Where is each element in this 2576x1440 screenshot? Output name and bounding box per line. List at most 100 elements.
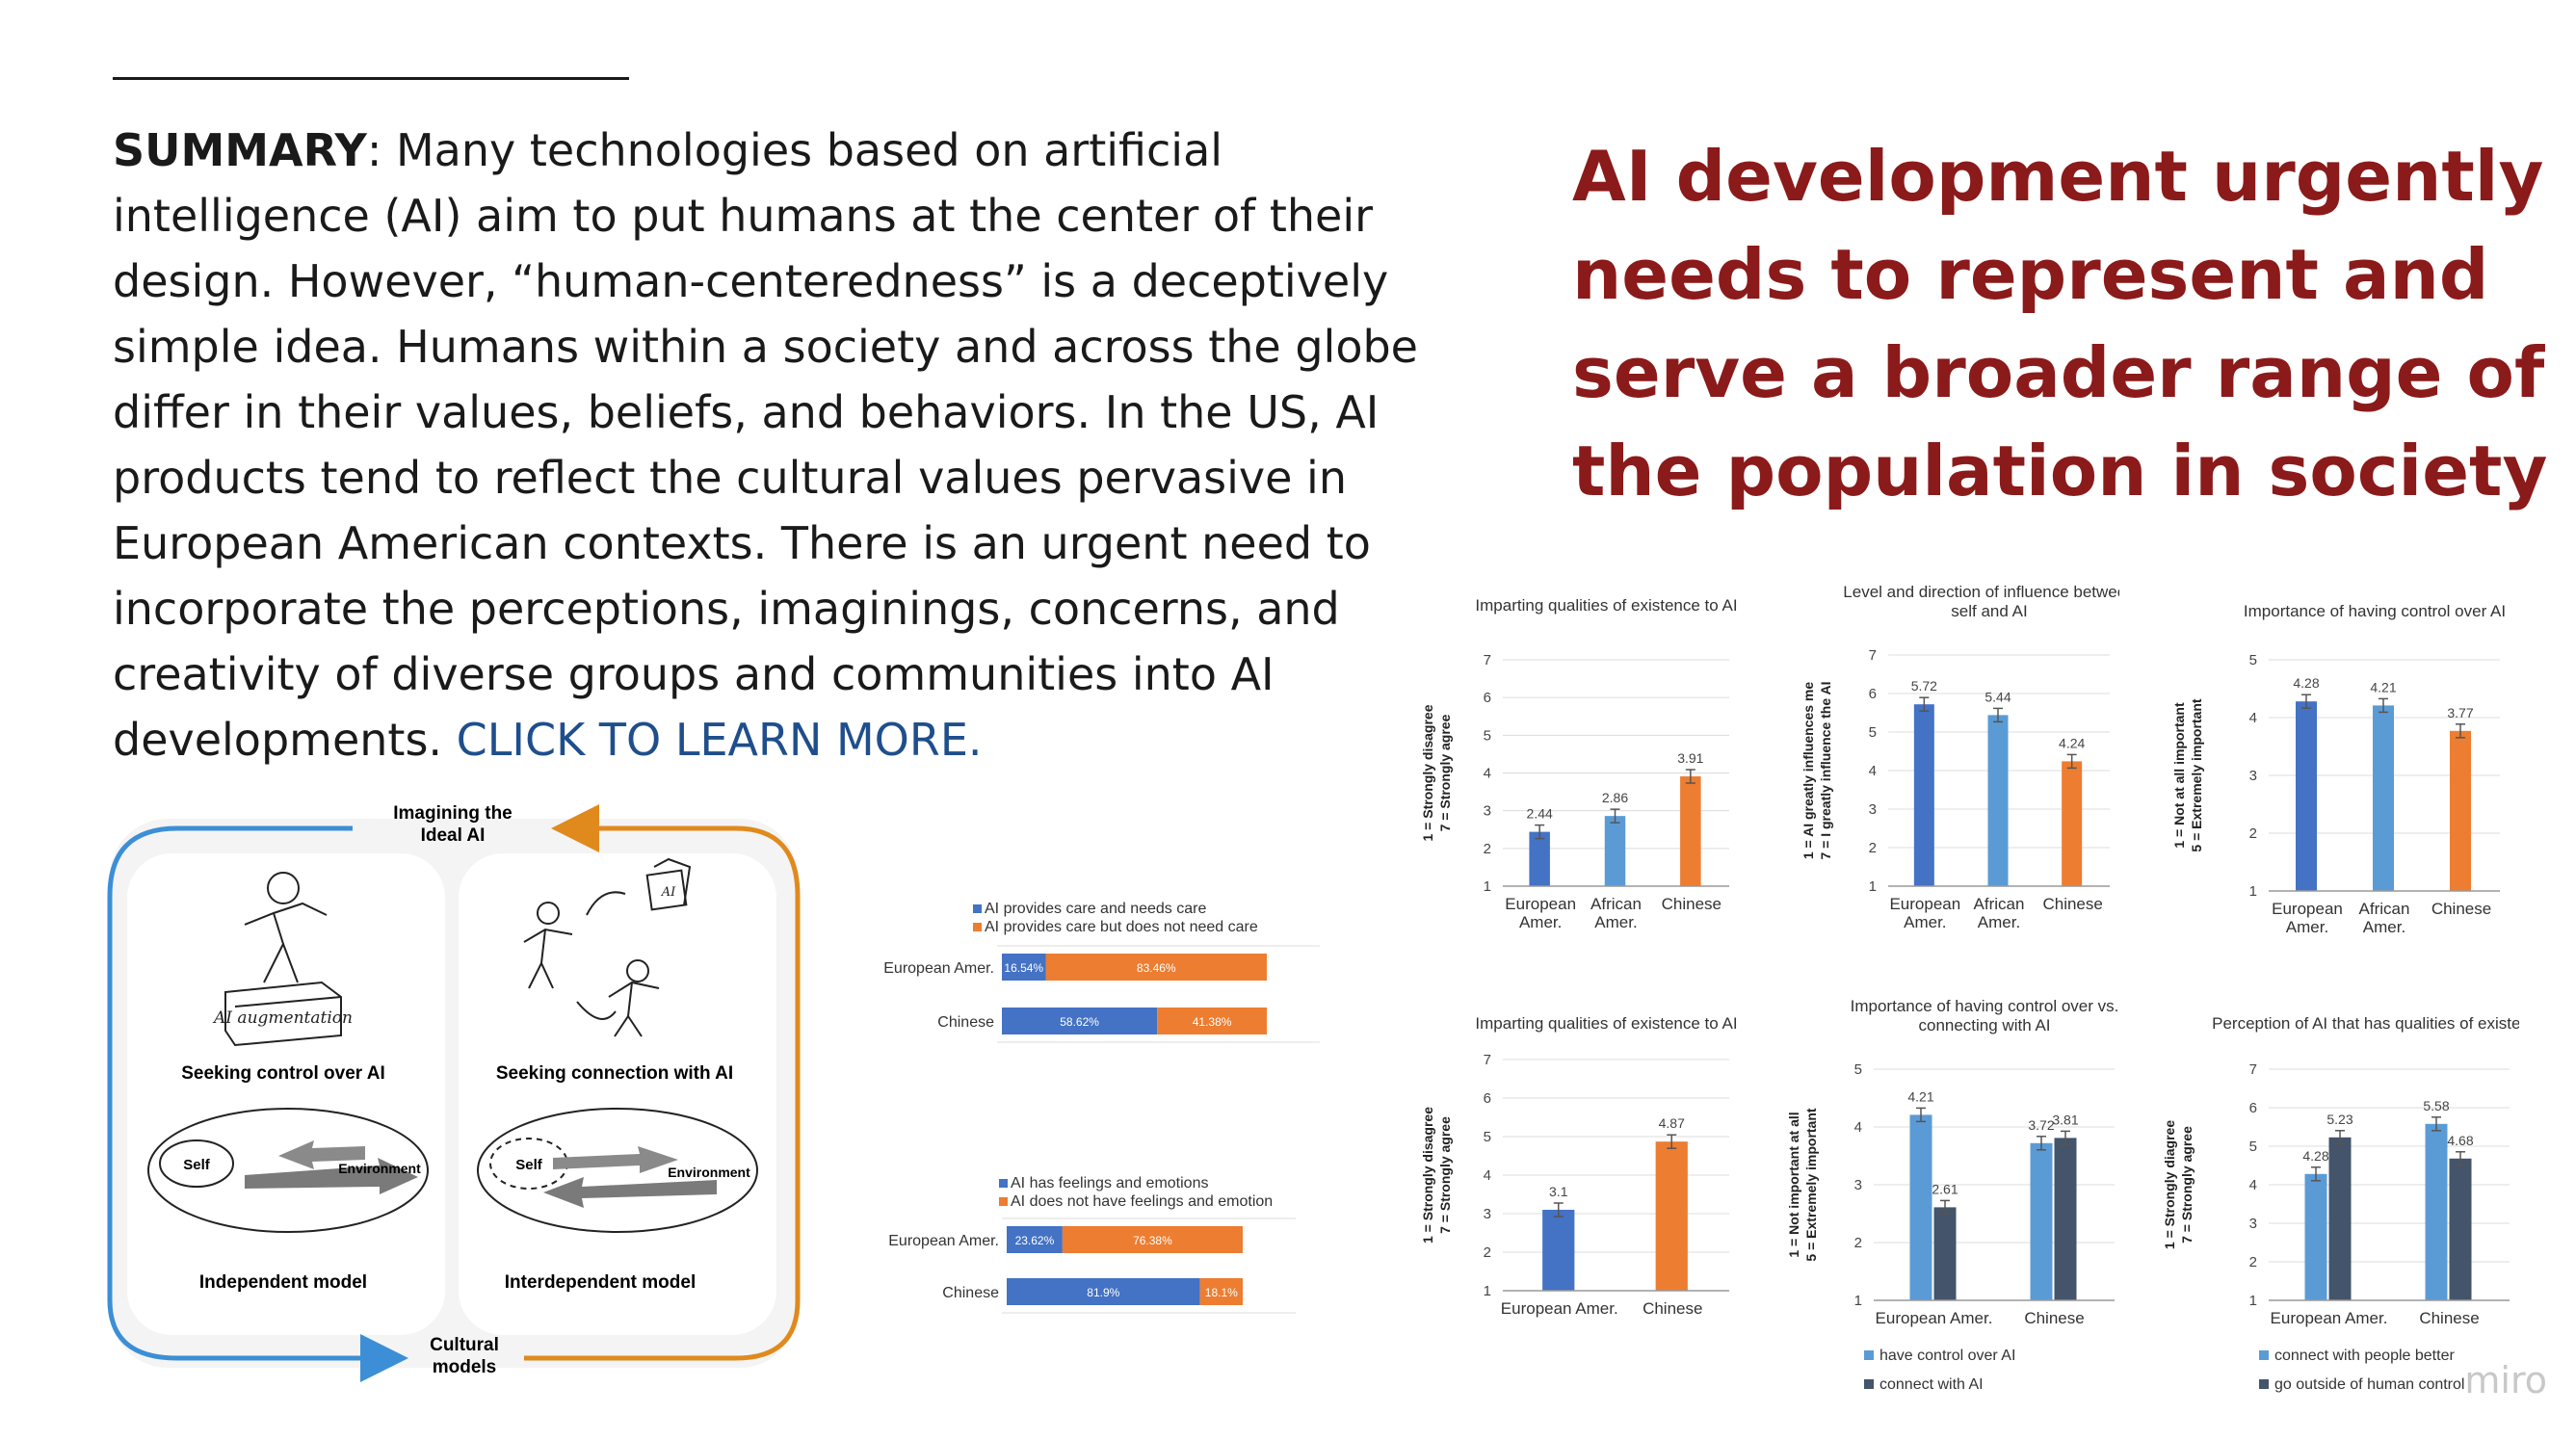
y-axis-label: 7 = Strongly agree	[2179, 1126, 2195, 1244]
y-tick-label: 1	[2249, 883, 2257, 900]
y-tick-label: 2	[1869, 840, 1877, 856]
category-label: European Amer.	[2271, 1309, 2388, 1327]
y-axis-label: 5 = Extremely important	[1803, 1108, 1819, 1261]
headline: AI development urgently needs to represe…	[1572, 136, 2548, 511]
summary-label: SUMMARY	[113, 124, 367, 176]
y-axis-label: 7 = I greatly influence the AI	[1818, 681, 1833, 859]
data-label: 2.61	[1932, 1181, 1958, 1196]
y-tick-label: 1	[1484, 1283, 1491, 1299]
segment-label: 81.9%	[1087, 1286, 1119, 1299]
legend-label: connect with people better	[2274, 1348, 2455, 1364]
y-tick-label: 2	[1854, 1235, 1862, 1251]
segment-label: 41.38%	[1193, 1015, 1232, 1029]
bar	[2296, 701, 2317, 891]
data-label: 3.72	[2028, 1117, 2054, 1133]
y-tick-label: 4	[1484, 766, 1491, 782]
legend-swatch	[973, 923, 982, 931]
y-tick-label: 5	[2249, 652, 2257, 668]
segment-label: 23.62%	[1015, 1234, 1055, 1247]
bar	[2425, 1123, 2448, 1300]
bar	[1529, 831, 1550, 886]
segment-label: 76.38%	[1133, 1234, 1172, 1247]
y-tick-label: 3	[2249, 768, 2257, 784]
category-label: European Amer.	[1876, 1309, 1993, 1327]
y-axis-label: 1 = AI greatly influences me	[1801, 682, 1816, 859]
y-tick-label: 1	[2249, 1293, 2257, 1309]
bar	[2449, 1158, 2472, 1300]
bar	[1655, 1141, 1688, 1291]
y-axis-label: 1 = Not at all important	[2171, 702, 2187, 849]
category-label: Amer.	[2286, 918, 2328, 936]
category-label: European Amer.	[883, 960, 994, 977]
category-label: Chinese	[942, 1285, 999, 1301]
y-tick-label: 3	[1484, 803, 1491, 820]
chart-control-vs-connect: Importance of having control over vs.con…	[1786, 997, 2119, 1393]
diagram-bottom-label-2: models	[433, 1357, 497, 1377]
bar	[2054, 1138, 2077, 1300]
y-tick-label: 5	[1869, 724, 1877, 741]
legend-label: AI has feelings and emotions	[1011, 1175, 1208, 1191]
data-label: 4.21	[1907, 1088, 1933, 1104]
data-label: 4.21	[2370, 679, 2396, 694]
chart-title: Importance of having control over AI	[2244, 602, 2506, 620]
y-tick-label: 2	[2249, 825, 2257, 842]
stacked-segment	[1199, 1278, 1243, 1305]
category-label: African	[1590, 895, 1642, 913]
top-rule	[113, 77, 629, 80]
stacked-segment	[1002, 1008, 1158, 1034]
interdependent-model-label: Interdependent model	[505, 1272, 696, 1293]
data-label: 3.1	[1549, 1184, 1568, 1199]
stacked-segment	[1157, 1008, 1267, 1034]
legend-swatch	[2259, 1350, 2269, 1360]
chart-title: connecting with AI	[1918, 1016, 2050, 1034]
segment-label: 83.46%	[1137, 961, 1176, 975]
segment-label: 16.54%	[1004, 961, 1043, 975]
y-tick-label: 5	[1854, 1061, 1862, 1078]
stacked-segment	[1062, 1226, 1243, 1253]
stacked-segment	[1007, 1226, 1063, 1253]
self-label-right: Self	[515, 1157, 543, 1173]
category-label: European Amer.	[888, 1233, 999, 1249]
chart-control-importance: Importance of having control over AI 1 2 3 4…	[2171, 602, 2506, 936]
miro-watermark: miro	[2464, 1359, 2547, 1401]
y-axis-label: 1 = Strongly diagree	[2162, 1120, 2177, 1249]
category-label: Amer.	[1978, 913, 2020, 931]
y-tick-label: 3	[1869, 801, 1877, 818]
data-label: 4.68	[2447, 1133, 2473, 1148]
category-label: Chinese	[2024, 1309, 2084, 1327]
stacked-segment	[1045, 954, 1267, 981]
chart-title: Importance of having control over vs.	[1851, 997, 2119, 1015]
sketch-ai-augmentation: AI augmentation	[212, 1008, 353, 1028]
data-label: 5.23	[2326, 1112, 2353, 1127]
y-tick-label: 1	[1869, 878, 1877, 895]
y-axis-label: 7 = Strongly agree	[1437, 714, 1453, 831]
y-axis-label: 1 = Strongly disagree	[1420, 704, 1435, 841]
legend-swatch	[2259, 1379, 2269, 1389]
y-tick-label: 2	[1484, 1244, 1491, 1261]
learn-more-link[interactable]: CLICK TO LEARN MORE.	[456, 714, 983, 766]
data-label: 4.28	[2293, 675, 2319, 691]
chart-influence-self-ai: Level and direction of influence between…	[1801, 583, 2119, 931]
y-tick-label: 4	[1484, 1167, 1491, 1184]
env-label-left: Environment	[338, 1161, 421, 1176]
y-tick-label: 5	[1484, 1129, 1491, 1145]
data-label: 5.44	[1985, 689, 2011, 704]
y-tick-label: 4	[1869, 763, 1877, 779]
chart-title: Imparting qualities of existence to AI	[1475, 596, 1737, 615]
y-tick-label: 3	[1854, 1177, 1862, 1193]
y-tick-label: 3	[2249, 1216, 2257, 1232]
y-tick-label: 3	[1484, 1206, 1491, 1222]
legend-label: AI does not have feelings and emotion	[1011, 1193, 1273, 1210]
caption-seeking-connection: Seeking connection with AI	[496, 1063, 733, 1084]
cultural-model-diagram: Imagining the Ideal AI Cultural models A…	[107, 803, 801, 1382]
bar	[2373, 705, 2394, 891]
legend-label: have control over AI	[1879, 1348, 2015, 1364]
blue-cycle-arrow	[107, 825, 408, 1382]
data-label: 3.81	[2052, 1112, 2078, 1127]
y-tick-label: 6	[2249, 1100, 2257, 1116]
bar	[2304, 1173, 2327, 1300]
y-tick-label: 5	[1484, 727, 1491, 744]
category-label: European	[2272, 900, 2343, 918]
legend-label: AI provides care but does not need care	[985, 919, 1258, 935]
bar	[1987, 715, 2009, 886]
